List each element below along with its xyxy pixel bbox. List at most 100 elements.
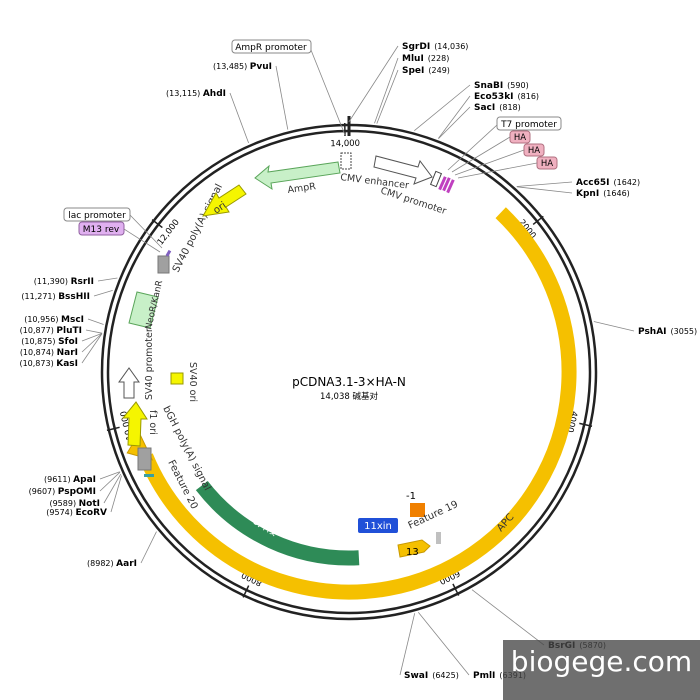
site-leader [275,65,289,130]
sv40-polya-block [157,255,170,274]
n13-arrow [397,539,431,558]
site-leader [103,473,122,504]
site-leader [348,45,399,123]
neg1-label: -1 [406,491,416,502]
site-leader [99,471,120,480]
site-leader [593,321,635,332]
feature19-block [436,532,441,544]
site-label: (10,877) PluTI [20,326,82,336]
site-label: (10,875) SfoI [21,337,78,347]
f1-ori-label: f1 ori [147,410,158,435]
site-leader [516,181,573,187]
svg-text:HA: HA [514,133,526,143]
site-leader [229,92,249,144]
xin11-block [358,518,398,533]
neor-arrow [128,291,159,329]
feature-arcs [126,207,577,600]
site-leader-lines [81,45,635,676]
site-leader [81,333,103,342]
ha-tag-3: HA [536,156,558,170]
ampr-arrow [254,161,341,191]
site-leader [97,277,118,282]
site-leader [376,69,399,124]
sv40-ori-block [170,372,184,385]
site-label: Eco53kI (816) [474,92,539,102]
feature20-block [144,474,154,477]
site-label: (10,956) MscI [24,315,84,325]
site-label: Acc65I (1642) [576,178,640,188]
site-label: (11,271) BssHII [21,292,90,302]
site-label: MluI (228) [402,54,449,64]
site-label: (8982) AarI [87,559,137,569]
ampr-promoter-tag: AmpR promoter [231,39,312,54]
site-leader [471,589,545,646]
neg1-block [410,503,425,517]
site-label: SnaBI (590) [474,81,529,91]
svg-text:M13 rev: M13 rev [83,225,120,235]
site-label: SgrDI (14,036) [402,42,468,52]
cmv-promoter-label: CMV promoter [379,185,448,217]
tag-leaders [123,49,538,253]
ampr-label: AmpR [287,181,317,196]
ha-tags [438,176,455,194]
cmv-enhancer-label: CMV enhancer [340,172,410,191]
site-label: (10,873) KasI [19,359,78,369]
watermark: biogege.com [503,640,700,700]
lac-marker [165,249,172,257]
site-leader [81,333,103,353]
svg-text:lac promoter: lac promoter [68,211,126,221]
sv40-ori-label: SV40 ori [187,362,198,402]
svg-text:T7 promoter: T7 promoter [500,120,557,130]
site-label: (9589) NotI [49,499,100,509]
site-label: SwaI (6425) [404,671,459,681]
xin11-label: 11xin [364,521,392,532]
ha-tag-1: HA [509,130,531,144]
site-label: (13,115) AhdI [166,89,226,99]
ampr-promoter-block [340,152,352,170]
site-label: SacI (818) [474,103,521,113]
tick-mark [579,422,593,427]
tick-label: 14,000 [330,139,360,150]
t7-block [429,170,443,188]
site-leader [417,611,470,676]
ori-arrow [202,184,247,217]
tick-mark [452,583,460,596]
site-label: PshAI (3055) [638,327,697,337]
frag8-arc [195,480,360,566]
ha-tag-2: HA [523,143,545,157]
backbone-outer [100,123,598,621]
site-label: (9611) ApaI [44,475,96,485]
site-label: KpnI (1646) [576,189,630,199]
site-leader [374,57,399,124]
backbone-inner [106,129,592,615]
tick-mark [151,219,163,229]
plasmid-size: 14,038 碱基对 [320,391,378,402]
bgh-polya-block [137,447,152,471]
site-leader [399,613,416,676]
site-leader [81,333,103,364]
apc-arc [138,207,577,600]
site-leader [110,475,122,513]
site-label: SpeI (249) [402,66,450,76]
site-leader [414,84,471,132]
site-leader [99,471,121,492]
tick-mark [532,215,544,225]
site-leader [93,290,113,297]
site-label: (10,874) NarI [20,348,78,358]
site-label: (9574) EcoRV [46,508,107,518]
cmv-enhancer-arrow [373,155,433,185]
site-leader [516,186,573,194]
f1-ori-arrow [121,401,148,447]
tick-mark [242,585,250,598]
site-leader [87,318,104,325]
svg-text:HA: HA [541,159,553,169]
site-label: (13,485) PvuI [213,62,272,72]
site-label: (11,390) RsrII [34,277,94,287]
plasmid-name: pCDNA3.1-3×HA-N [292,375,406,389]
t7-promoter-tag: T7 promoter [496,116,562,131]
lac-promoter-tag: lac promoter [63,207,131,222]
tick-mark [106,426,120,432]
site-leader [438,106,471,139]
